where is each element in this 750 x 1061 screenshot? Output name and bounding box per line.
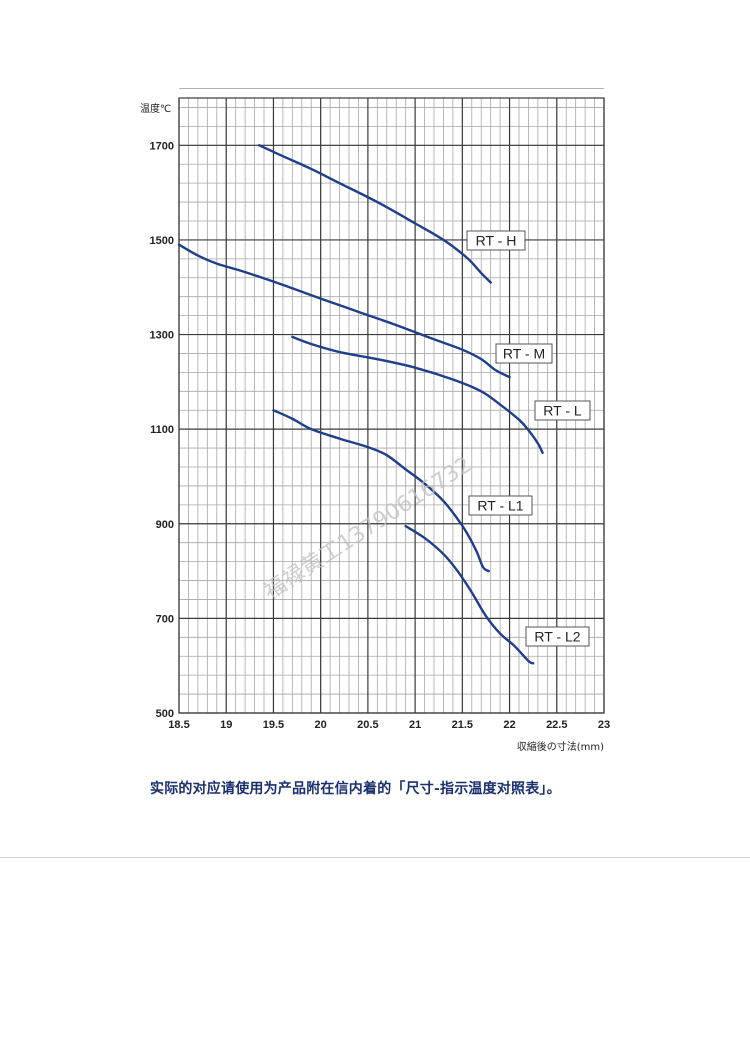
y-tick-label: 900 — [156, 519, 174, 531]
series-label-rt-l1: RT - L1 — [468, 495, 533, 516]
x-tick-label: 21 — [409, 719, 421, 731]
series-label-text: RT - M — [503, 346, 545, 362]
y-tick-label: 1700 — [150, 140, 174, 152]
chart-series-labels: RT - H RT - M RT - L RT - L1 RT - L2 — [466, 230, 591, 647]
x-tick-label: 22.5 — [546, 719, 567, 731]
series-label-text: RT - H — [476, 233, 517, 249]
x-tick-label: 20.5 — [357, 719, 378, 731]
series-label-box — [495, 343, 553, 364]
series-label-box — [468, 495, 533, 516]
x-tick-label: 23 — [598, 719, 610, 731]
plot-frame — [178, 97, 605, 714]
series-label-text: RT - L2 — [534, 629, 580, 645]
y-tick-label: 1500 — [150, 235, 174, 247]
page-divider — [0, 857, 750, 858]
series-label-box — [534, 400, 591, 421]
x-tick-label: 20 — [315, 719, 327, 731]
x-tick-label: 21.5 — [452, 719, 473, 731]
series-line-rt-l1 — [272, 409, 490, 573]
x-tick-label: 18.5 — [168, 719, 189, 731]
series-line-rt-m — [177, 243, 511, 379]
series-label-rt-l: RT - L — [534, 400, 591, 421]
y-tick-label: 700 — [156, 613, 174, 625]
x-axis-title: 収縮後の寸法(mm) — [517, 740, 604, 753]
series-line-rt-l — [291, 335, 544, 455]
series-line-rt-l2 — [404, 524, 535, 665]
series-line-rt-h — [258, 144, 492, 284]
chart-grid — [178, 88, 605, 714]
y-tick-label: 1100 — [150, 424, 174, 436]
x-tick-label: 19.5 — [263, 719, 284, 731]
x-tick-label: 19 — [220, 719, 232, 731]
y-tick-label: 500 — [156, 708, 174, 720]
series-label-box — [525, 626, 590, 647]
series-label-rt-h: RT - H — [466, 230, 526, 251]
series-label-rt-l2: RT - L2 — [525, 626, 590, 647]
series-label-rt-m: RT - M — [495, 343, 553, 364]
series-label-text: RT - L1 — [477, 498, 523, 514]
series-label-box — [466, 230, 526, 251]
y-tick-label: 1300 — [150, 330, 174, 342]
x-tick-label: 22 — [503, 719, 515, 731]
series-label-text: RT - L — [543, 403, 582, 419]
chart-series — [177, 144, 544, 665]
chart-tick-labels: 18.5 19 19.5 20 20.5 21 21.5 22 22.5 23 500 700 900 1… — [150, 140, 611, 731]
chart-caption: 实际的对应请使用为产品附在信内着的「尺寸-指示温度对照表」。 — [150, 781, 561, 797]
y-axis-title: 温度℃ — [140, 102, 171, 115]
